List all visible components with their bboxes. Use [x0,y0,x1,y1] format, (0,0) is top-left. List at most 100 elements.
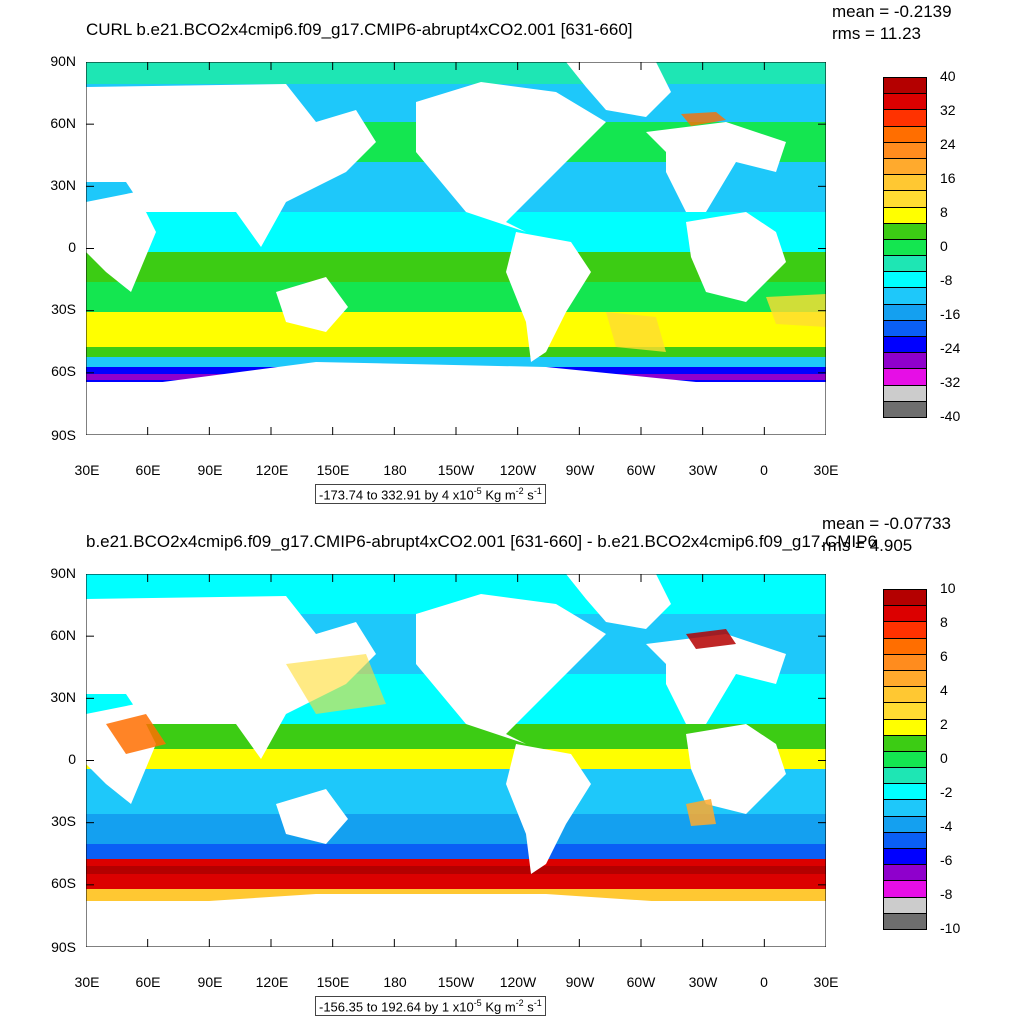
lon-label: 180 [383,974,407,990]
legend-label: 8 [940,204,948,220]
legend-swatch [883,174,927,192]
lon-label: 180 [383,462,407,478]
lat-label: 30S [51,301,76,317]
legend-swatch [883,271,927,289]
legend-label: 40 [940,68,956,84]
rms-value: rms = 11.23 [832,24,921,43]
legend-swatch [883,141,927,159]
lon-label: 90E [197,974,223,990]
map-plot [86,62,826,435]
lon-label: 60W [626,462,656,478]
legend-swatch [883,637,927,655]
legend-swatch [883,336,927,354]
legend-label: 10 [940,580,956,596]
legend-swatch [883,669,927,688]
legend-swatch [883,319,927,338]
panel-title: b.e21.BCO2x4cmip6.f09_g17.CMIP6-abrupt4x… [86,532,877,551]
lon-label: 30E [813,974,839,990]
legend-label: -32 [940,374,961,390]
lat-label: 60S [51,875,76,891]
lat-label: 30N [50,689,76,705]
legend-swatch [883,896,927,914]
lon-label: 120W [499,462,537,478]
legend-swatch [883,864,927,882]
color-legend [883,589,929,930]
lat-label: 90S [51,939,76,955]
lon-label: 30E [813,462,839,478]
lon-label: 30E [74,974,100,990]
legend-label: 24 [940,136,956,152]
lon-label: 60E [135,462,161,478]
legend-label: 0 [940,238,948,254]
color-legend [883,77,929,418]
legend-swatch [883,206,927,224]
lon-label: 120E [255,462,289,478]
lon-label: 30W [688,462,718,478]
map-panel-bottom: b.e21.BCO2x4cmip6.f09_g17.CMIP6-abrupt4x… [0,512,1024,1024]
legend-label: -8 [940,886,953,902]
legend-swatch [883,848,927,866]
lat-label: 60S [51,363,76,379]
lon-label: 0 [760,974,768,990]
legend-swatch [883,686,927,704]
units-label: -173.74 to 332.91 by 4 x10-5 Kg m-2 s-1 [315,484,546,505]
lon-label: 90W [565,462,595,478]
legend-swatch [883,287,927,305]
legend-swatch [883,303,927,321]
map-field [86,574,826,947]
lon-label: 120W [499,974,537,990]
legend-label: -4 [940,818,953,834]
mean-value: mean = -0.07733 [822,514,952,533]
legend-label: 8 [940,614,948,630]
legend-swatch [883,783,927,801]
units-label: -156.35 to 192.64 by 1 x10-5 Kg m-2 s-1 [315,996,546,1017]
legend-label: 32 [940,102,956,118]
lon-label: 90E [197,462,223,478]
legend-label: -16 [940,306,961,322]
map-plot [86,574,826,947]
lon-label: 60E [135,974,161,990]
legend-swatch [883,255,927,273]
legend-swatch [883,718,927,736]
legend-swatch [883,222,927,240]
legend-label: 6 [940,648,948,664]
legend-label: -6 [940,852,953,868]
lon-label: 150E [316,462,350,478]
map-field [86,62,826,435]
lat-label: 30N [50,177,76,193]
legend-label: 4 [940,682,948,698]
lon-label: 150W [437,462,475,478]
lat-label: 0 [68,239,76,255]
legend-label: -8 [940,272,953,288]
lon-label: 90W [565,974,595,990]
legend-label: -10 [940,920,961,936]
legend-label: 2 [940,716,948,732]
mean-value: mean = -0.2139 [832,2,952,21]
legend-swatch [883,702,927,720]
legend-swatch [883,767,927,785]
legend-swatch [883,368,927,386]
legend-swatch [883,621,927,639]
legend-swatch [883,799,927,817]
map-panel-top: CURL b.e21.BCO2x4cmip6.f09_g17.CMIP6-abr… [50,2,961,505]
legend-swatch [883,352,927,370]
lat-label: 60N [50,115,76,131]
legend-swatch [883,589,927,607]
legend-swatch [883,109,927,127]
legend-swatch [883,734,927,752]
legend-swatch [883,77,927,95]
legend-swatch [883,238,927,257]
legend-swatch [883,190,927,208]
legend-swatch [883,400,927,418]
lat-label: 90N [50,565,76,581]
lon-label: 30E [74,462,100,478]
legend-label: 16 [940,170,956,186]
legend-swatch [883,125,927,143]
legend-swatch [883,93,927,111]
legend-swatch [883,831,927,850]
legend-swatch [883,384,927,402]
lat-label: 30S [51,813,76,829]
legend-swatch [883,605,927,623]
panel-title: CURL b.e21.BCO2x4cmip6.f09_g17.CMIP6-abr… [86,20,633,39]
legend-swatch [883,653,927,671]
